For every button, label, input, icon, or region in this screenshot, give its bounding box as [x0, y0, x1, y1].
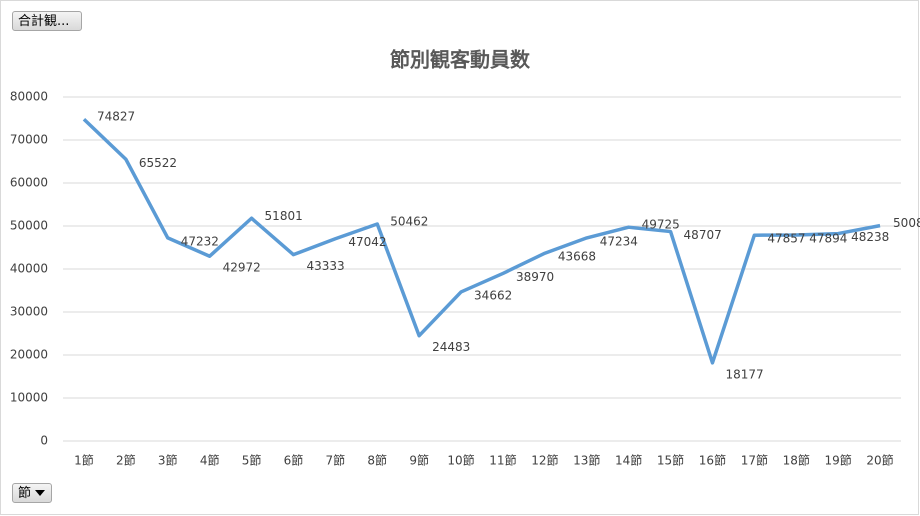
- data-label: 18177: [725, 367, 763, 381]
- data-line: [82, 117, 881, 365]
- y-tick-label: 40000: [10, 262, 48, 276]
- x-tick-label: 7節: [326, 453, 346, 468]
- x-tick-label: 19節: [825, 453, 852, 468]
- data-label: 38970: [516, 270, 554, 284]
- x-tick-label: 12節: [531, 453, 558, 468]
- data-label: 74827: [97, 110, 135, 124]
- x-tick-label: 20節: [866, 453, 893, 468]
- x-tick-label: 4節: [200, 453, 220, 468]
- data-label: 47232: [181, 234, 219, 248]
- x-tick-label: 15節: [657, 453, 684, 468]
- data-label: 42972: [223, 261, 261, 275]
- y-tick-label: 30000: [10, 305, 48, 319]
- data-label: 49725: [642, 218, 680, 232]
- y-tick-label: 70000: [10, 133, 48, 147]
- data-label: 50462: [390, 215, 428, 229]
- data-label: 48707: [684, 228, 722, 242]
- data-label: 65522: [139, 156, 177, 170]
- y-tick-label: 0: [40, 434, 48, 448]
- data-label: 34662: [474, 288, 512, 302]
- data-label: 47857: [767, 232, 805, 246]
- y-tick-label: 10000: [10, 391, 48, 405]
- x-tick-label: 13節: [573, 453, 600, 468]
- x-tick-label: 11節: [489, 453, 516, 468]
- chart-title: 節別観客動員数: [390, 48, 531, 72]
- data-label: 43668: [558, 250, 596, 264]
- x-tick-label: 14節: [615, 453, 642, 468]
- data-label: 50080: [893, 216, 920, 230]
- data-label: 48238: [851, 230, 889, 244]
- axis-field-label: 節: [18, 486, 32, 501]
- x-tick-label: 2節: [116, 453, 136, 468]
- y-tick-label: 20000: [10, 348, 48, 362]
- y-tick-label: 60000: [10, 176, 48, 190]
- x-tick-label: 1節: [74, 453, 94, 468]
- data-label: 51801: [265, 209, 303, 223]
- x-tick-label: 6節: [284, 453, 304, 468]
- y-tick-label: 80000: [10, 90, 48, 104]
- y-tick-label: 50000: [10, 219, 48, 233]
- x-tick-label: 16節: [699, 453, 726, 468]
- data-label: 47234: [600, 234, 638, 248]
- x-tick-label: 9節: [409, 453, 429, 468]
- x-tick-label: 5節: [242, 453, 262, 468]
- x-tick-label: 18節: [783, 453, 810, 468]
- x-tick-label: 10節: [447, 453, 474, 468]
- axis-field-button[interactable]: 節: [12, 483, 52, 503]
- data-label: 47894: [809, 232, 847, 246]
- x-tick-label: 8節: [367, 453, 387, 468]
- data-label: 43333: [306, 259, 344, 273]
- x-tick-label: 3節: [158, 453, 178, 468]
- dropdown-arrow: [35, 490, 46, 496]
- data-label: 47042: [348, 235, 386, 249]
- data-label: 24483: [432, 340, 470, 354]
- value-field-button[interactable]: 合計観...: [12, 11, 82, 31]
- x-tick-label: 17節: [741, 453, 768, 468]
